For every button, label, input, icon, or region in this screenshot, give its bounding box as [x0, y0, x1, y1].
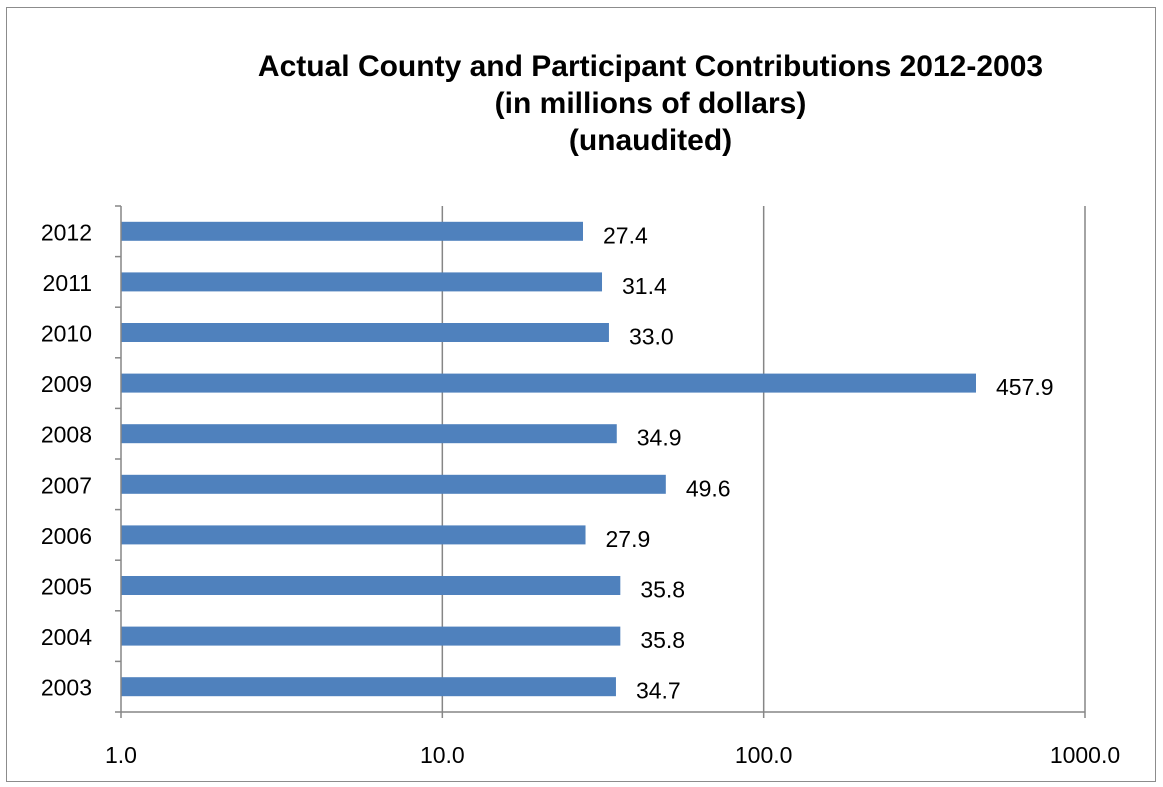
data-label-2010: 33.0	[629, 324, 674, 350]
bar-2011	[121, 272, 603, 292]
data-label-2004: 35.8	[640, 627, 685, 653]
y-category-label: 2011	[43, 270, 92, 296]
bar-2004	[121, 626, 621, 646]
data-label-2007: 49.6	[686, 475, 731, 501]
data-label-2011: 31.4	[622, 273, 667, 299]
y-category-label: 2010	[41, 321, 92, 347]
bars	[121, 221, 976, 697]
data-label-2009: 457.9	[996, 374, 1054, 400]
bar-2003	[121, 677, 616, 697]
chart-title: Actual County and Participant Contributi…	[0, 48, 1163, 159]
data-label-2005: 35.8	[640, 577, 685, 603]
chart-subtitle-line: (unaudited)	[568, 124, 733, 157]
labels: 1.0 10.0 100.0 1000.0 2012 27.4 2011 31.4 2010 33…	[41, 219, 1120, 768]
chart-frame	[6, 7, 1156, 782]
y-category-label: 2005	[41, 574, 92, 600]
x-tick-label: 1.0	[105, 742, 137, 768]
data-label-2003: 34.7	[636, 678, 681, 704]
y-category-label: 2006	[41, 523, 92, 549]
bar-2008	[121, 424, 617, 444]
x-tick-label: 1000.0	[1050, 742, 1120, 768]
y-category-label: 2004	[41, 624, 92, 650]
data-label-2008: 34.9	[637, 425, 682, 451]
bar-2007	[121, 474, 666, 494]
chart-title-line: Actual County and Participant Contributi…	[257, 50, 1044, 83]
y-category-label: 2007	[41, 472, 92, 498]
bar-2012	[121, 221, 583, 241]
y-category-label: 2003	[41, 675, 92, 701]
data-label-2006: 27.9	[606, 526, 651, 552]
y-category-label: 2008	[41, 422, 92, 448]
chart-subtitle-line: (in millions of dollars)	[494, 87, 807, 120]
x-tick-label: 100.0	[735, 742, 793, 768]
bar-2006	[121, 525, 586, 545]
x-tick-label: 10.0	[420, 742, 465, 768]
bar-2009	[121, 373, 976, 393]
data-label-2012: 27.4	[603, 222, 648, 248]
bar-2010	[121, 323, 609, 342]
bar-2005	[121, 576, 621, 595]
y-category-label: 2009	[41, 371, 92, 397]
y-category-label: 2012	[41, 219, 92, 245]
axes	[115, 205, 1086, 718]
